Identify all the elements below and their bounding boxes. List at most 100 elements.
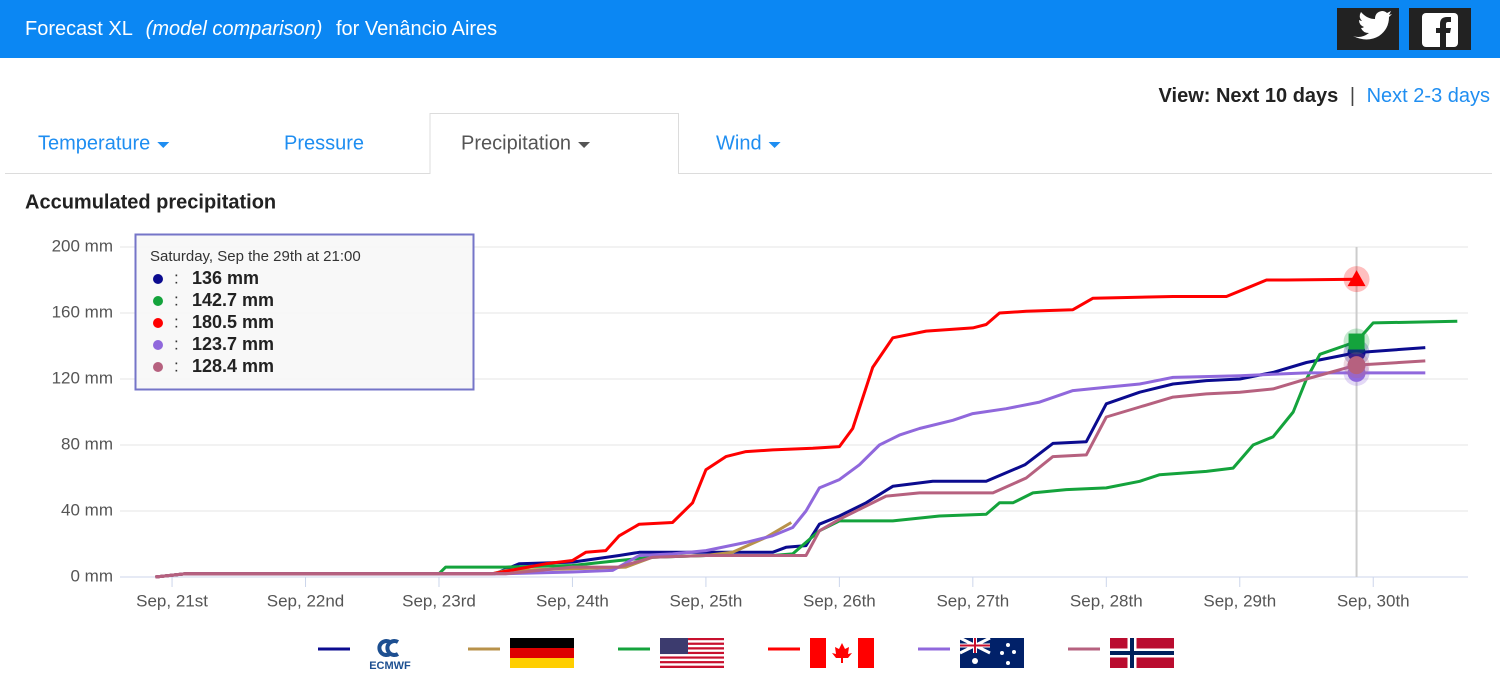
header-bar — [0, 0, 1500, 58]
tooltip-box — [134, 233, 475, 391]
flag-stripe — [660, 663, 724, 666]
flag-stripe — [660, 640, 724, 643]
flag-stripe — [660, 649, 724, 652]
x-tick-label: Sep, 29th — [1203, 591, 1276, 610]
x-tick-label: Sep, 22nd — [267, 591, 345, 610]
facebook-icon — [1436, 17, 1451, 47]
star — [1006, 661, 1010, 665]
tooltip-title: Saturday, Sep the 29th at 21:00 — [150, 248, 361, 265]
x-tick-label: Sep, 27th — [936, 591, 1009, 610]
legend-label: ECMWF — [369, 660, 411, 672]
flag-stripe — [660, 654, 724, 657]
y-tick-label: 200 mm — [52, 236, 113, 255]
tabs: Temperature Pressure Precipitation Wind — [38, 113, 781, 175]
tooltip: Saturday, Sep the 29th at 21:00: 136 mm: 1… — [134, 233, 475, 391]
flag-stripe — [660, 642, 724, 645]
marker — [1347, 356, 1366, 375]
subtitle: (model comparison) — [146, 18, 323, 40]
flag-stripe — [510, 648, 574, 658]
tooltip-value: 123.7 mm — [192, 334, 274, 354]
series-line — [155, 359, 1426, 579]
maple-leaf — [832, 643, 852, 663]
star — [1012, 650, 1016, 654]
star — [1000, 651, 1004, 655]
tab[interactable]: Pressure — [284, 132, 364, 154]
view-link[interactable]: Next 2-3 days — [1367, 85, 1490, 107]
star — [972, 658, 978, 664]
tooltip-separator: : — [174, 312, 179, 331]
tooltip-separator: : — [174, 290, 179, 309]
view-separator: | — [1350, 85, 1355, 107]
series-line — [155, 521, 793, 579]
twitter-button[interactable] — [1337, 8, 1399, 50]
tooltip-dot — [153, 340, 163, 350]
flag-stripe — [660, 647, 724, 650]
y-tick-label: 120 mm — [52, 368, 113, 387]
tab-caret — [578, 142, 591, 148]
location: for Venâncio Aires — [336, 18, 497, 40]
tab[interactable]: Temperature — [38, 132, 170, 154]
view-label: View: Next 10 days — [1159, 85, 1339, 107]
legend-item[interactable] — [918, 636, 1024, 668]
tooltip-separator: : — [174, 268, 179, 287]
flag-stripe — [510, 638, 574, 648]
tooltip-value: 180.5 mm — [192, 312, 274, 332]
flag-stripe — [660, 651, 724, 655]
series-line — [155, 346, 1426, 579]
legend-item[interactable]: ECMWF — [318, 639, 411, 672]
x-tick-label: Sep, 25th — [670, 591, 743, 610]
tab-caret — [157, 142, 170, 148]
twitter-icon — [1353, 11, 1392, 40]
legend: ECMWF — [318, 636, 1174, 672]
legend-item[interactable] — [1068, 638, 1174, 668]
ecmwf-logo — [377, 639, 400, 657]
tooltip-dot — [153, 318, 163, 328]
flag-band — [810, 638, 826, 668]
marker — [1347, 270, 1366, 287]
y-tick-label: 40 mm — [61, 500, 113, 519]
facebook-button[interactable] — [1409, 8, 1471, 50]
tab-caret — [768, 142, 781, 148]
header-title: Forecast XL (model comparison) for Venân… — [25, 18, 497, 40]
flag-stripe — [510, 658, 574, 668]
union-cross-red — [960, 638, 990, 653]
x-tick-label: Sep, 23rd — [402, 591, 476, 610]
series-line — [155, 319, 1458, 579]
tooltip-separator: : — [174, 356, 179, 375]
x-tick-label: Sep, 21st — [136, 591, 208, 610]
flag-stripe — [660, 661, 724, 664]
y-tick-label: 0 mm — [71, 566, 114, 585]
flag-stripe — [660, 658, 724, 662]
view-switch: View: Next 10 days | Next 2-3 days — [1159, 85, 1490, 107]
star — [1006, 643, 1010, 647]
flag-stripe — [660, 656, 724, 659]
tab[interactable]: Wind — [716, 132, 781, 154]
chart-title: Accumulated precipitation — [25, 191, 276, 213]
series-line — [155, 277, 1357, 579]
legend-item[interactable] — [468, 638, 574, 668]
x-tick-label: Sep, 28th — [1070, 591, 1143, 610]
x-tick-label: Sep, 30th — [1337, 591, 1410, 610]
tab-label: Precipitation — [461, 132, 571, 154]
tooltip-value: 136 mm — [192, 268, 259, 288]
flag-band — [858, 638, 874, 668]
y-tick-label: 160 mm — [52, 302, 113, 321]
tab-label: Wind — [716, 132, 762, 154]
marker — [1348, 333, 1365, 350]
flag-stripe — [660, 638, 724, 641]
tab-label: Pressure — [284, 132, 364, 154]
flag-stripe — [660, 644, 724, 648]
tooltip-value: 128.4 mm — [192, 356, 274, 376]
legend-item[interactable] — [768, 638, 874, 668]
tab[interactable]: Precipitation — [429, 113, 679, 175]
legend-item[interactable] — [618, 638, 724, 668]
y-tick-label: 80 mm — [61, 434, 113, 453]
tooltip-dot — [153, 362, 163, 372]
x-tick-label: Sep, 26th — [803, 591, 876, 610]
tooltip-dot — [153, 296, 163, 306]
flag-stripe — [660, 665, 724, 668]
title: Forecast XL — [25, 18, 133, 40]
tooltip-separator: : — [174, 334, 179, 353]
